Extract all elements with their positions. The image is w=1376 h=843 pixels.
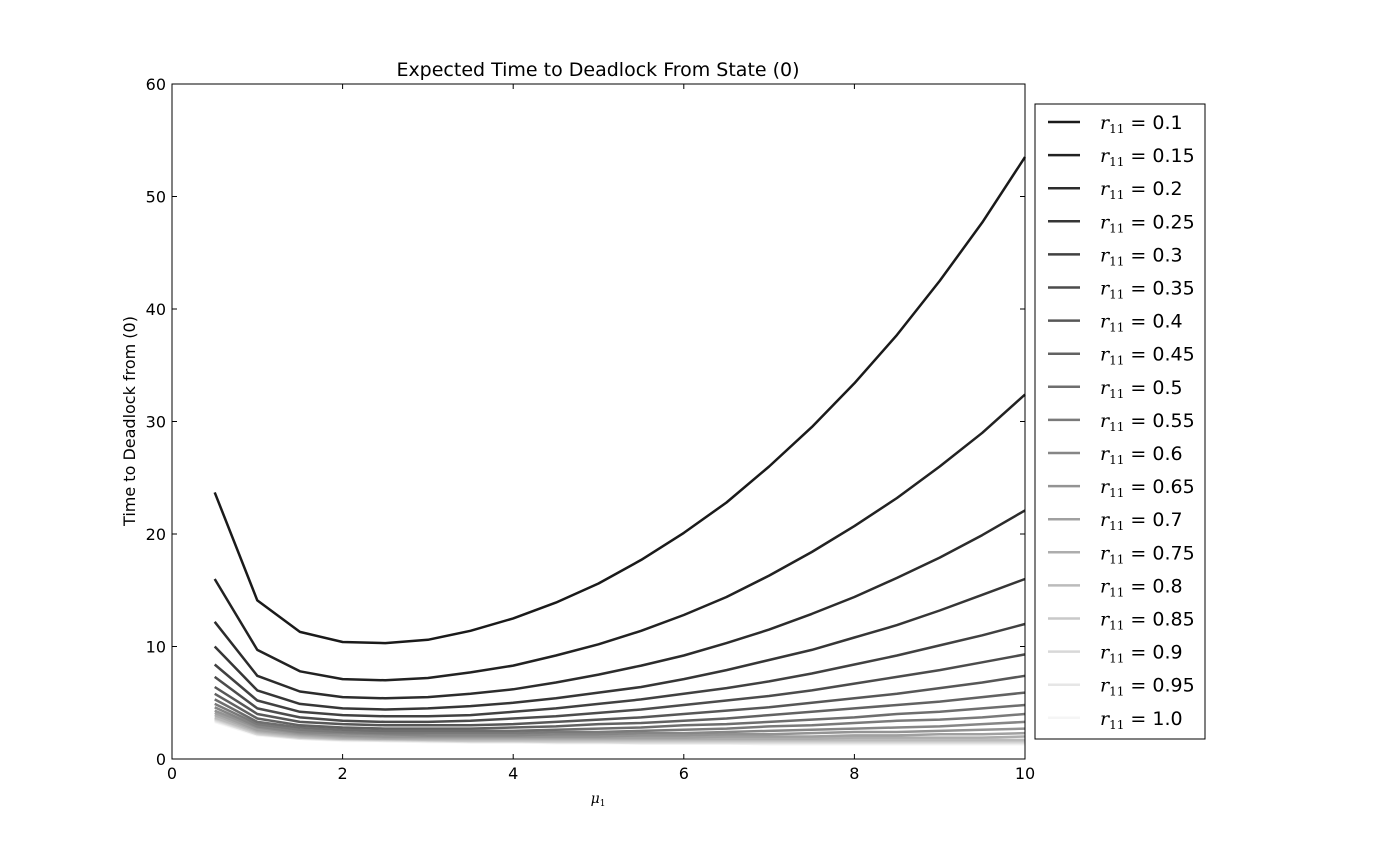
legend-box: [1034, 103, 1206, 740]
plot-lines: [213, 156, 1027, 746]
legend-label: r11 = 0.9: [1100, 642, 1183, 666]
series-line-1: [213, 393, 1026, 682]
series-line-3: [213, 577, 1026, 711]
legend-label: r11 = 0.15: [1100, 145, 1195, 169]
legend-label: r11 = 0.75: [1100, 542, 1195, 566]
legend-item: r11 = 0.5: [1048, 377, 1183, 401]
legend-item: r11 = 0.35: [1048, 278, 1195, 302]
legend-label: r11 = 0.45: [1100, 344, 1195, 368]
legend: r11 = 0.1 r11 = 0.15 r11 = 0.2 r11 = 0.25 r1…: [1034, 103, 1206, 740]
y-tick-label: 30: [146, 413, 166, 432]
legend-label: r11 = 1.0: [1100, 708, 1183, 732]
legend-item: r11 = 0.7: [1048, 509, 1183, 533]
series-line-11: [214, 709, 1026, 738]
series-line-2: [213, 509, 1026, 700]
y-axis-label: Time to Deadlock from (0): [120, 316, 139, 527]
legend-label: r11 = 0.3: [1100, 244, 1183, 268]
legend-item: r11 = 0.6: [1048, 443, 1183, 467]
legend-label: r11 = 0.2: [1100, 178, 1183, 202]
legend-label: r11 = 0.8: [1100, 575, 1183, 599]
series-line-8: [214, 698, 1026, 733]
legend-item: r11 = 0.95: [1048, 675, 1195, 699]
legend-item: r11 = 0.85: [1048, 609, 1195, 633]
y-tick-label: 10: [146, 638, 166, 657]
x-axis-label-subscript: 1: [600, 799, 606, 809]
legend-item: r11 = 0.75: [1048, 542, 1195, 566]
legend-item: r11 = 0.2: [1048, 178, 1183, 202]
series-line-6: [214, 674, 1026, 727]
legend-items: r11 = 0.1 r11 = 0.15 r11 = 0.2 r11 = 0.25 r1…: [1048, 112, 1195, 732]
y-tick-label: 0: [156, 750, 166, 769]
legend-item: r11 = 0.3: [1048, 244, 1183, 268]
legend-label: r11 = 0.85: [1100, 609, 1195, 633]
legend-item: r11 = 1.0: [1048, 708, 1183, 732]
legend-item: r11 = 0.25: [1048, 211, 1195, 235]
y-axis: 0 10 20 30 40 50 60: [146, 75, 1025, 769]
legend-label: r11 = 0.7: [1100, 509, 1183, 533]
legend-item: r11 = 0.15: [1048, 145, 1195, 169]
legend-label: r11 = 0.5: [1100, 377, 1183, 401]
legend-item: r11 = 0.45: [1048, 344, 1195, 368]
legend-label: r11 = 0.1: [1100, 112, 1183, 136]
legend-label: r11 = 0.35: [1100, 278, 1195, 302]
series-line-9: [214, 702, 1026, 735]
x-axis-label-symbol: μ: [591, 791, 600, 807]
legend-item: r11 = 0.55: [1048, 410, 1195, 434]
legend-item: r11 = 0.8: [1048, 575, 1183, 599]
legend-item: r11 = 0.65: [1048, 476, 1195, 500]
legend-label: r11 = 0.55: [1100, 410, 1195, 434]
y-tick-label: 60: [146, 75, 166, 94]
chart-title: Expected Time to Deadlock From State (0): [396, 59, 799, 81]
x-axis-label: μ1: [591, 791, 606, 809]
legend-item: r11 = 0.1: [1048, 112, 1183, 136]
y-tick-label: 20: [146, 525, 166, 544]
series-line-4: [213, 622, 1026, 718]
legend-label: r11 = 0.6: [1100, 443, 1183, 467]
x-tick-label: 0: [167, 764, 177, 783]
legend-label: r11 = 0.4: [1100, 311, 1183, 335]
x-tick-label: 6: [679, 764, 689, 783]
x-tick-label: 4: [508, 764, 518, 783]
x-tick-label: 2: [338, 764, 348, 783]
legend-label: r11 = 0.95: [1100, 675, 1195, 699]
y-tick-label: 40: [146, 300, 166, 319]
legend-item: r11 = 0.9: [1048, 642, 1183, 666]
x-axis: 0 2 4 6 8 10: [167, 84, 1035, 783]
y-tick-label: 50: [146, 188, 166, 207]
series-line-5: [213, 653, 1026, 724]
x-tick-label: 8: [849, 764, 859, 783]
series-line-7: [214, 691, 1026, 730]
x-tick-label: 10: [1015, 764, 1035, 783]
legend-item: r11 = 0.4: [1048, 311, 1183, 335]
series-line-0: [213, 156, 1027, 645]
legend-label: r11 = 0.65: [1100, 476, 1195, 500]
legend-label: r11 = 0.25: [1100, 211, 1195, 235]
